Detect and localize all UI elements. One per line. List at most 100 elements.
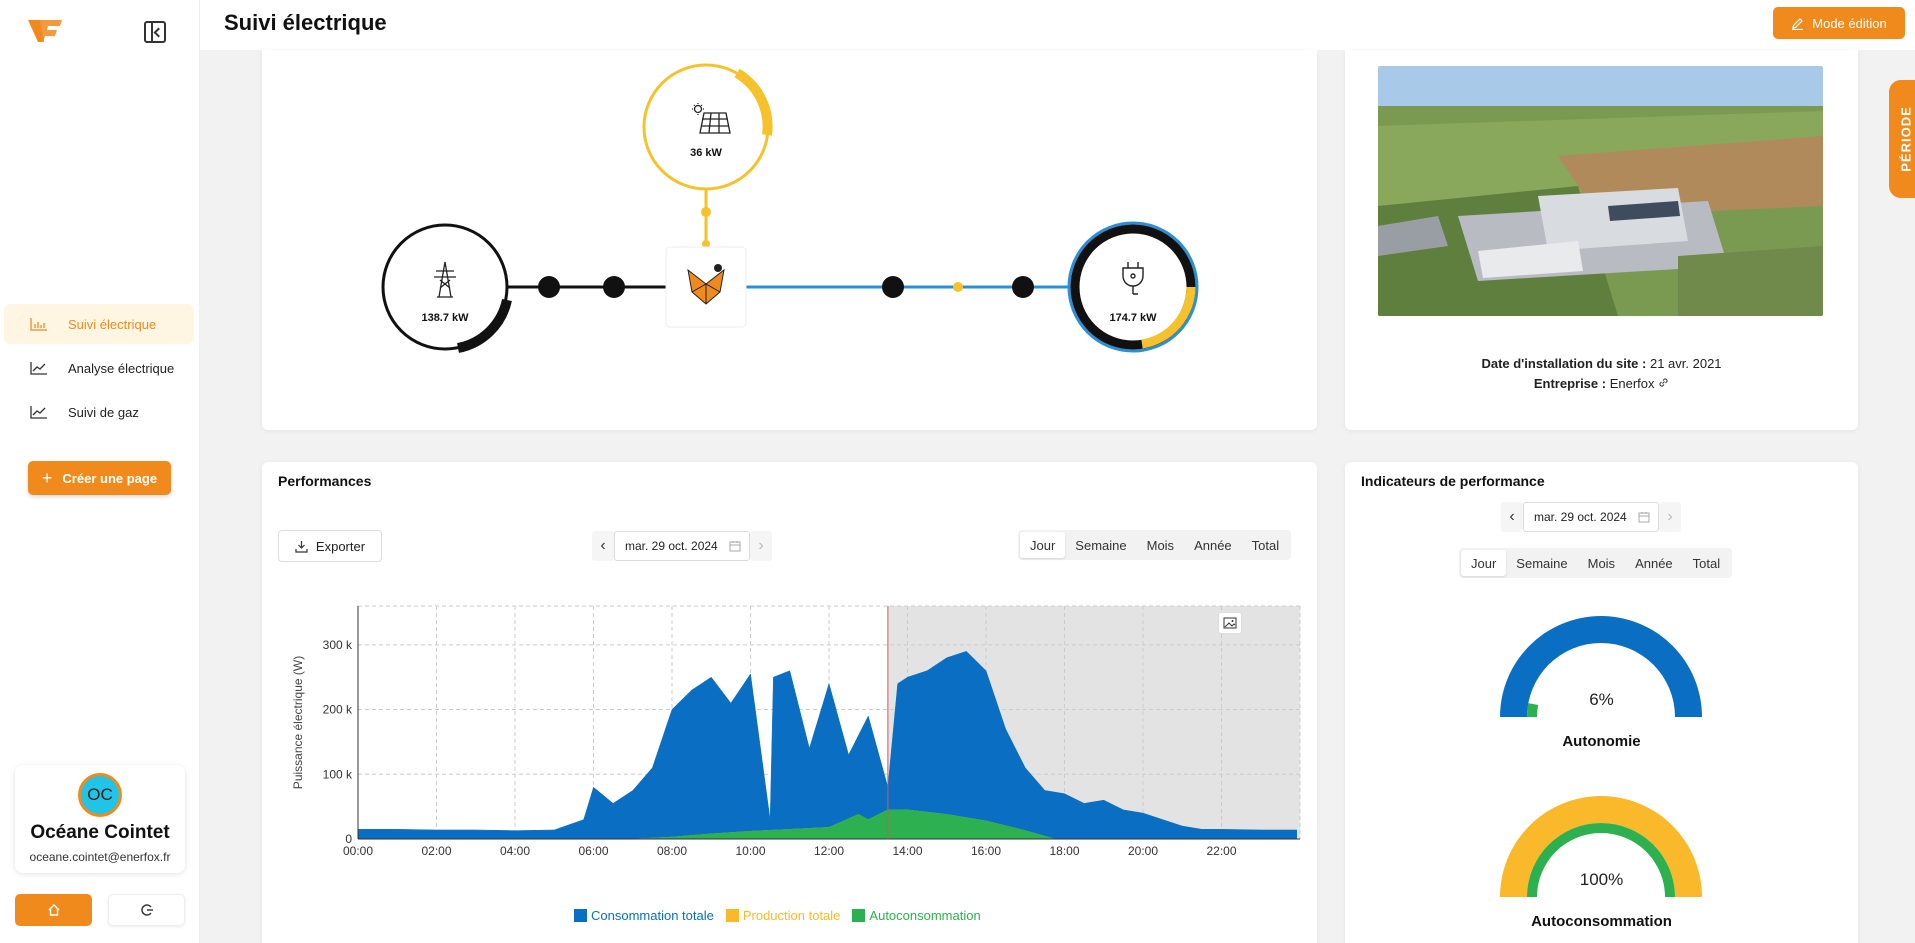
fox-logo-icon bbox=[687, 264, 725, 305]
next-day-button[interactable]: › bbox=[750, 531, 772, 561]
period-side-tab[interactable]: PÉRIODE bbox=[1889, 80, 1915, 198]
avatar[interactable]: OC bbox=[78, 773, 122, 817]
previous-day-button[interactable]: ‹ bbox=[592, 531, 614, 561]
period-option-mois[interactable]: Mois bbox=[1146, 537, 1175, 553]
grid-value: 138.7 kW bbox=[421, 312, 469, 324]
home-icon bbox=[48, 904, 59, 916]
home-button[interactable] bbox=[15, 894, 92, 926]
legend-autoconsommation[interactable]: Autoconsommation bbox=[852, 908, 981, 923]
sidebar-item-label: Analyse électrique bbox=[68, 360, 175, 376]
user-name: Océane Cointet bbox=[30, 822, 170, 843]
period-option-semaine[interactable]: Semaine bbox=[1075, 537, 1127, 553]
legend-production[interactable]: Production totale bbox=[725, 908, 841, 923]
solar-value: 36 kW bbox=[690, 147, 722, 159]
edit-mode-label: Mode édition bbox=[1812, 15, 1887, 31]
export-label: Exporter bbox=[315, 538, 366, 554]
chart-legend: Consommation totale Production totale Au… bbox=[574, 908, 981, 923]
create-page-button[interactable]: + Créer une page bbox=[28, 461, 171, 495]
company: Entreprise : Enerfox bbox=[1345, 376, 1858, 391]
user-email: oceane.cointet@enerfox.fr bbox=[29, 850, 171, 864]
x-tick-label: 06:00 bbox=[578, 844, 608, 858]
sidebar: Suivi électrique Analyse électrique Suiv… bbox=[0, 0, 200, 943]
period-option-semaine[interactable]: Semaine bbox=[1516, 555, 1568, 571]
legend-consommation[interactable]: Consommation totale bbox=[574, 908, 714, 923]
install-date-label: Date d'installation du site : bbox=[1481, 356, 1647, 371]
kpi-date-input[interactable]: mar. 29 oct. 2024 bbox=[1523, 502, 1659, 532]
bar-chart-icon bbox=[30, 318, 47, 331]
app-logo[interactable] bbox=[26, 16, 64, 46]
download-icon bbox=[295, 540, 308, 553]
sidebar-item-suivi-gaz[interactable]: Suivi de gaz bbox=[4, 392, 194, 432]
company-value[interactable]: Enerfox bbox=[1609, 376, 1655, 391]
x-tick-label: 12:00 bbox=[814, 844, 844, 858]
x-tick-label: 16:00 bbox=[971, 844, 1001, 858]
edit-mode-button[interactable]: Mode édition bbox=[1773, 7, 1905, 39]
avatar-initials: OC bbox=[87, 785, 113, 804]
performances-date-nav: ‹ mar. 29 oct. 2024 › bbox=[592, 531, 772, 561]
top-header: Suivi électrique Mode édition bbox=[200, 0, 1915, 50]
legend-label: Production totale bbox=[742, 908, 841, 923]
kpi-gauges bbox=[1500, 616, 1702, 897]
autoconsommation-value: 100% bbox=[1579, 870, 1624, 889]
kpi-date-nav: ‹ mar. 29 oct. 2024 › bbox=[1501, 502, 1681, 532]
export-button[interactable]: Exporter bbox=[278, 530, 382, 562]
site-card: Date d'installation du site : 21 avr. 20… bbox=[1345, 50, 1858, 430]
performances-title: Performances bbox=[278, 473, 372, 489]
performances-date-input[interactable]: mar. 29 oct. 2024 bbox=[614, 531, 750, 561]
collapse-sidebar-icon[interactable] bbox=[144, 21, 166, 43]
x-tick-label: 22:00 bbox=[1206, 844, 1236, 858]
autonomie-gauge-fill bbox=[1527, 703, 1539, 717]
period-option-total[interactable]: Total bbox=[1692, 555, 1721, 571]
image-export-icon[interactable] bbox=[1218, 612, 1242, 634]
company-label: Entreprise : bbox=[1533, 376, 1607, 391]
x-tick-label: 14:00 bbox=[892, 844, 922, 858]
series-autoconsommation[interactable] bbox=[358, 809, 1297, 840]
kpi-period-selector: Jour Semaine Mois Année Total bbox=[1459, 548, 1733, 578]
sidebar-nav: Suivi électrique Analyse électrique Suiv… bbox=[4, 304, 194, 436]
load-link-dot bbox=[1012, 276, 1034, 298]
sidebar-item-suivi-electrique[interactable]: Suivi électrique bbox=[4, 304, 194, 344]
load-value: 174.7 kW bbox=[1109, 312, 1157, 324]
legend-swatch bbox=[852, 909, 866, 922]
logout-button[interactable] bbox=[108, 894, 185, 926]
period-option-mois[interactable]: Mois bbox=[1587, 555, 1616, 571]
line-chart-icon bbox=[30, 362, 47, 375]
autonomie-value: 6% bbox=[1589, 690, 1614, 709]
create-page-label: Créer une page bbox=[62, 470, 158, 486]
legend-swatch bbox=[725, 909, 739, 922]
power-chart[interactable]: 0 100 k 200 k 300 k 00:00 02:00 04:00 06:00 08:0… bbox=[262, 572, 1317, 943]
kpi-card: Indicateurs de performance ‹ mar. 29 oct… bbox=[1345, 462, 1858, 943]
period-option-jour[interactable]: Jour bbox=[1461, 550, 1507, 576]
grid-link-dot bbox=[538, 276, 560, 298]
x-tick-label: 00:00 bbox=[343, 844, 373, 858]
series-consommation-totale[interactable] bbox=[357, 651, 1297, 840]
autoconsommation-gauge-fill bbox=[1527, 823, 1675, 897]
x-tick-label: 04:00 bbox=[500, 844, 530, 858]
period-option-annee[interactable]: Année bbox=[1194, 537, 1232, 553]
period-option-total[interactable]: Total bbox=[1251, 537, 1280, 553]
next-day-button[interactable]: › bbox=[1659, 502, 1681, 532]
pencil-icon bbox=[1792, 17, 1804, 30]
energy-flow-card: 36 kW 138.7 kW 174.7 kW bbox=[262, 50, 1317, 430]
user-card: OC Océane Cointet oceane.cointet@enerfox… bbox=[15, 765, 185, 873]
grid-link-dot bbox=[603, 276, 625, 298]
legend-label: Consommation totale bbox=[591, 908, 714, 923]
period-option-annee[interactable]: Année bbox=[1635, 555, 1673, 571]
site-aerial-photo bbox=[1378, 66, 1823, 316]
kpi-title: Indicateurs de performance bbox=[1361, 473, 1545, 489]
autoconsommation-gauge-track bbox=[1500, 796, 1702, 897]
period-option-jour[interactable]: Jour bbox=[1020, 532, 1066, 558]
grid-node-ring bbox=[456, 298, 512, 353]
period-side-tab-label: PÉRIODE bbox=[1898, 106, 1914, 172]
performances-card: Performances Exporter ‹ mar. 29 oct. 202… bbox=[262, 462, 1317, 943]
x-tick-label: 10:00 bbox=[735, 844, 765, 858]
previous-day-button[interactable]: ‹ bbox=[1501, 502, 1523, 532]
kpi-date-value: mar. 29 oct. 2024 bbox=[1534, 510, 1627, 524]
grid-node[interactable] bbox=[381, 223, 509, 351]
sidebar-item-analyse-electrique[interactable]: Analyse électrique bbox=[4, 348, 194, 388]
x-tick-label: 18:00 bbox=[1049, 844, 1079, 858]
y-tick-label: 0 bbox=[345, 832, 352, 846]
autonomie-gauge-track bbox=[1500, 616, 1702, 717]
calendar-icon bbox=[729, 541, 741, 552]
link-icon[interactable] bbox=[1658, 377, 1669, 388]
